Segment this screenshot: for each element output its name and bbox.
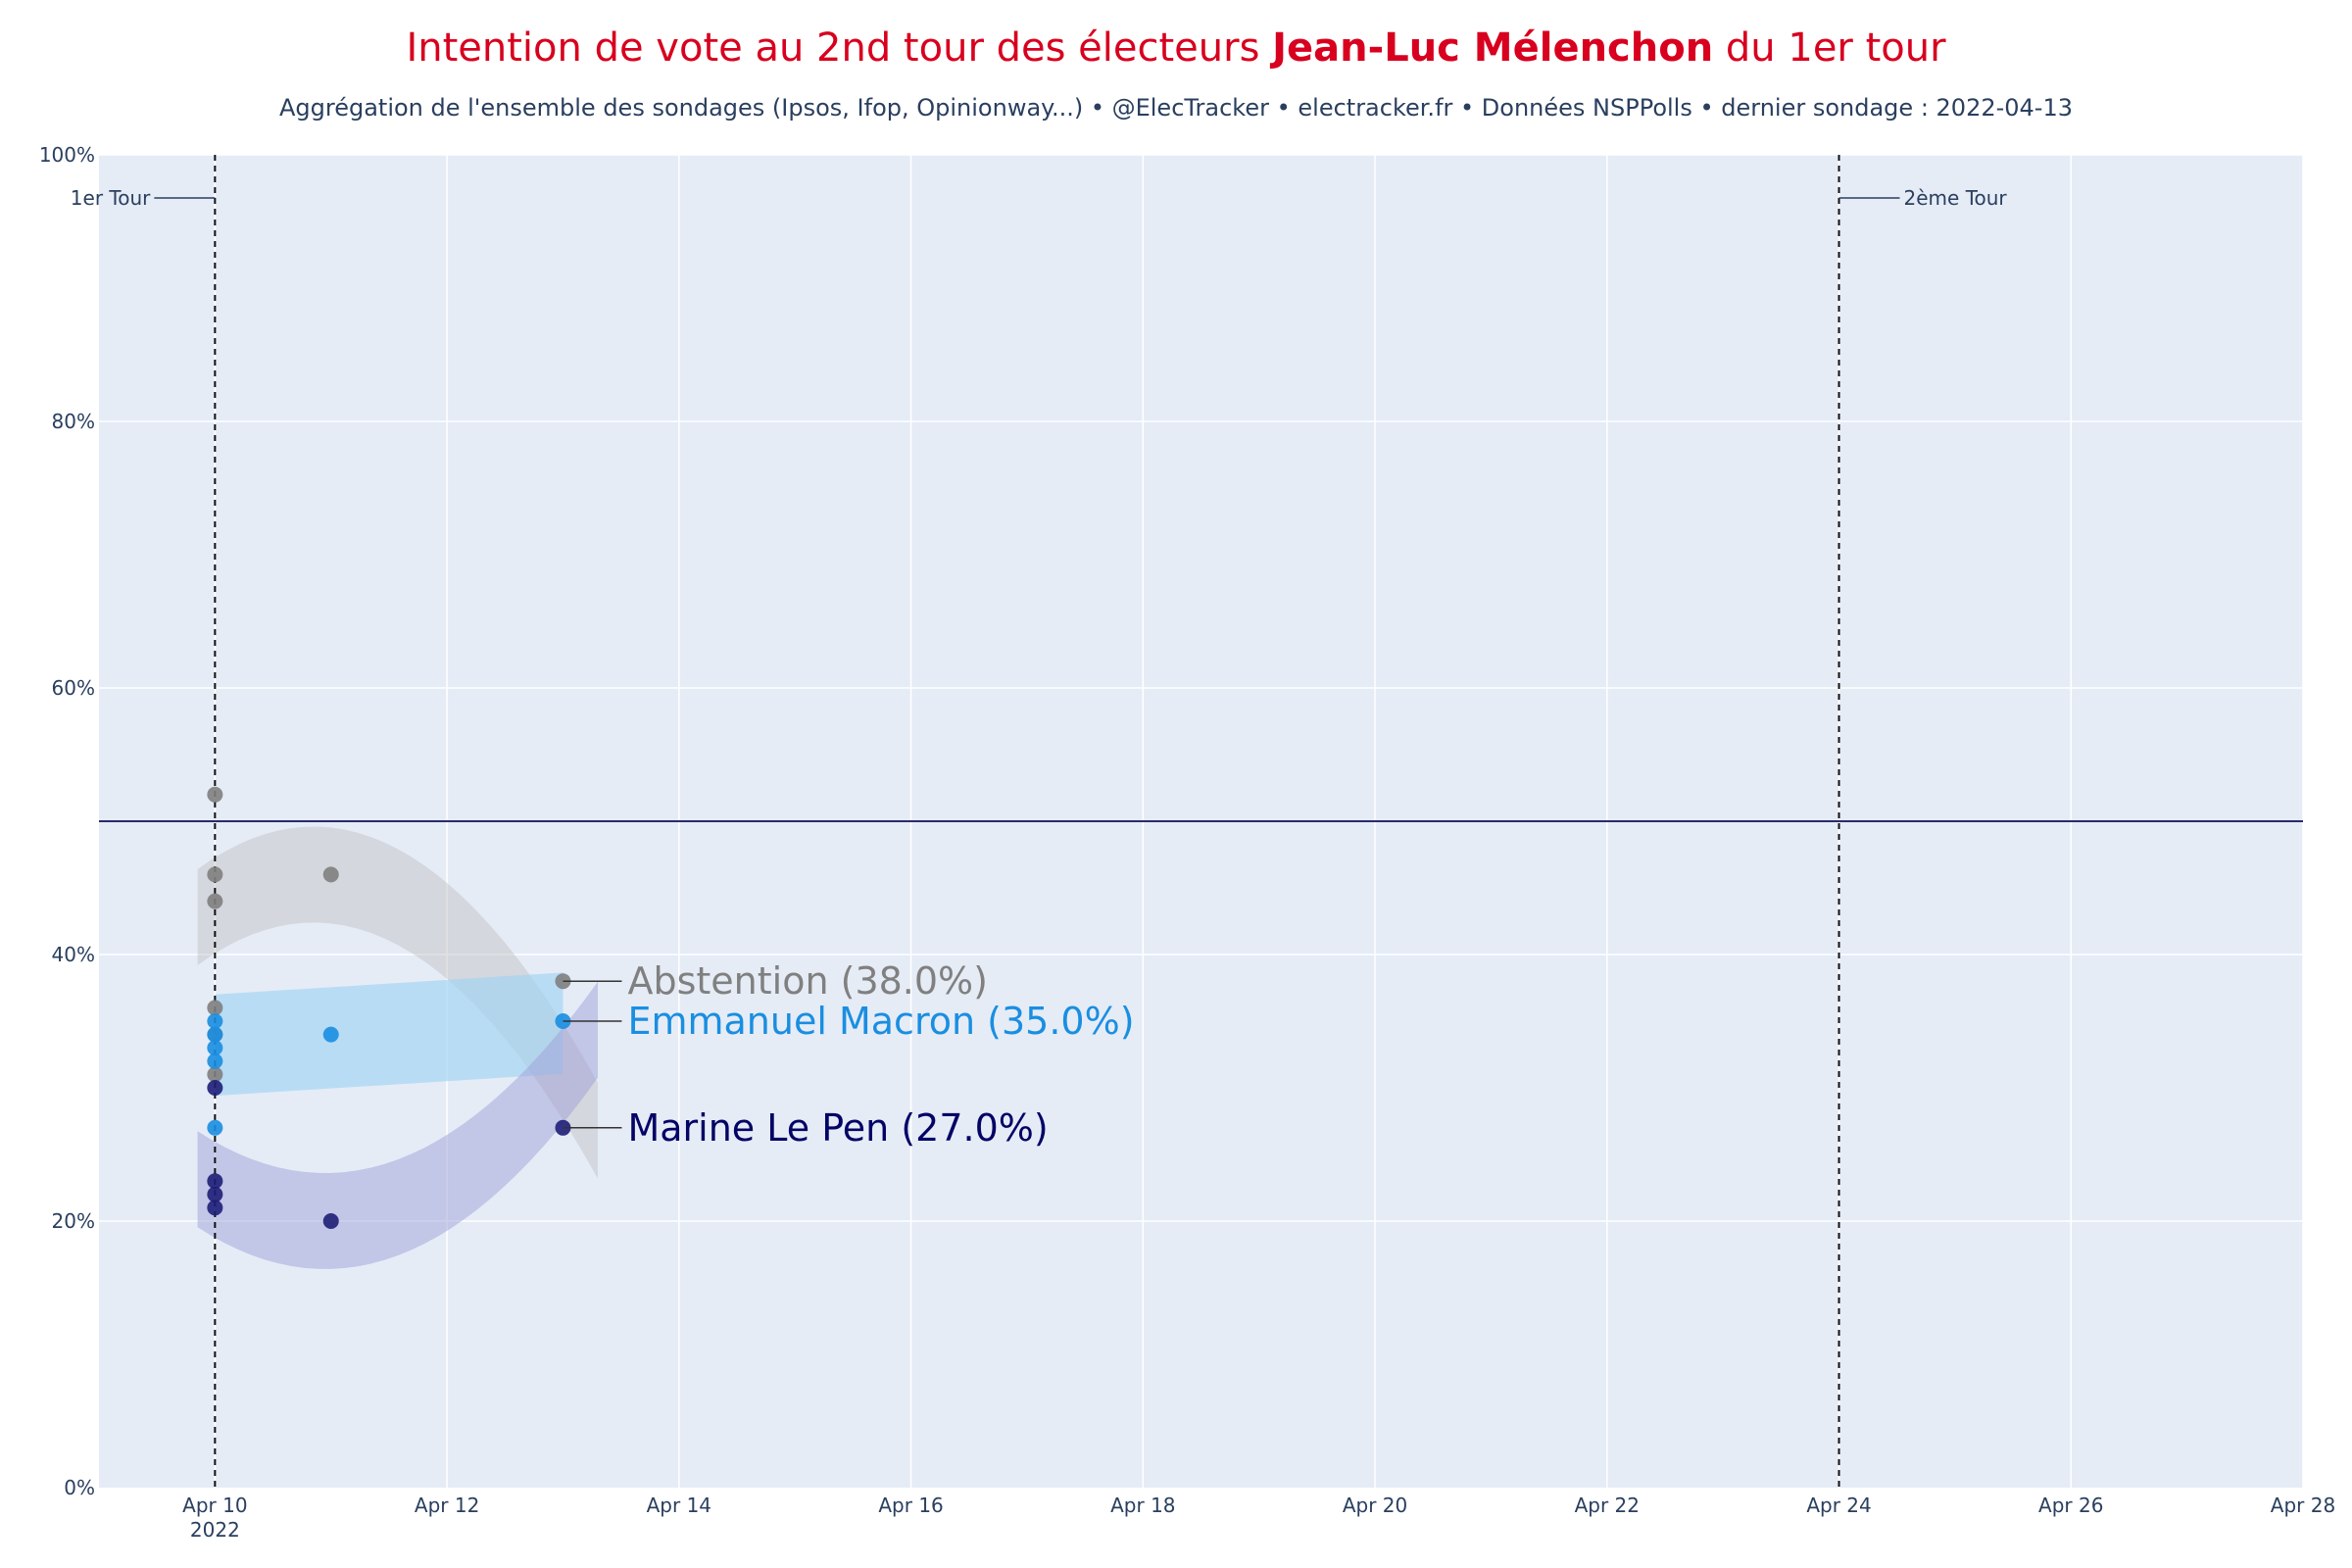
y-tick-label: 0%: [64, 1476, 95, 1499]
abstention-data-point: [207, 1000, 223, 1016]
macron-data-point: [207, 1040, 223, 1056]
macron-data-point: [207, 1013, 223, 1029]
macron-data-point: [207, 1053, 223, 1069]
confidence-bands: [197, 826, 598, 1269]
x-tick-label: Apr 12: [415, 1494, 479, 1517]
series-labels: Abstention (38.0%)Emmanuel Macron (35.0%…: [563, 959, 1135, 1150]
x-tick-label: Apr 26: [2038, 1494, 2103, 1517]
x-tick-label: Apr 16: [878, 1494, 943, 1517]
x-tick-label: Apr 28: [2271, 1494, 2335, 1517]
chart-title: Intention de vote au 2nd tour des électe…: [406, 25, 1946, 71]
chart-title-candidate: Jean-Luc Mélenchon: [1269, 25, 1713, 71]
lepen-data-point: [322, 1213, 339, 1229]
abstention-final-label: Abstention (38.0%): [627, 959, 988, 1003]
y-tick-label: 80%: [52, 410, 95, 433]
macron-data-point: [207, 1026, 223, 1043]
lepen-final-label: Marine Le Pen (27.0%): [627, 1106, 1048, 1150]
x-tick-label: Apr 18: [1110, 1494, 1175, 1517]
y-tick-label: 20%: [52, 1209, 95, 1233]
lepen-data-point: [207, 1173, 223, 1190]
data-points: [207, 786, 571, 1229]
lepen-confidence-band: [197, 981, 598, 1269]
chart-subtitle: Aggrégation de l'ensemble des sondages (…: [279, 94, 2073, 122]
y-tick-label: 60%: [52, 676, 95, 700]
lepen-data-point: [207, 1186, 223, 1202]
chart-title-part: du 1er tour: [1713, 25, 1946, 71]
macron-data-point: [207, 1119, 223, 1136]
abstention-data-point: [207, 866, 223, 883]
x-tick-label: Apr 22: [1575, 1494, 1640, 1517]
round-label: 2ème Tour: [1904, 186, 2008, 210]
y-tick-label: 40%: [52, 943, 95, 966]
x-tick-label: Apr 24: [1806, 1494, 1871, 1517]
x-tick-year-label: 2022: [190, 1518, 240, 1542]
abstention-data-point: [322, 866, 339, 883]
round-label: 1er Tour: [71, 186, 151, 210]
reference-lines: 1er Tour 2ème Tour: [71, 155, 2303, 1488]
macron-data-point: [322, 1026, 339, 1043]
abstention-data-point: [207, 786, 223, 803]
y-tick-label: 100%: [39, 143, 95, 167]
lepen-data-point: [207, 1080, 223, 1096]
abstention-confidence-band: [197, 826, 598, 1179]
abstention-data-point: [207, 1066, 223, 1083]
lepen-data-point: [207, 1200, 223, 1216]
x-tick-label: Apr 20: [1343, 1494, 1407, 1517]
x-tick-label: Apr 14: [647, 1494, 711, 1517]
abstention-data-point: [207, 893, 223, 909]
x-tick-label: Apr 10: [182, 1494, 247, 1517]
chart-title-part: Intention de vote au 2nd tour des électe…: [406, 25, 1272, 71]
macron-final-label: Emmanuel Macron (35.0%): [627, 1000, 1134, 1043]
macron-confidence-band: [215, 972, 564, 1097]
